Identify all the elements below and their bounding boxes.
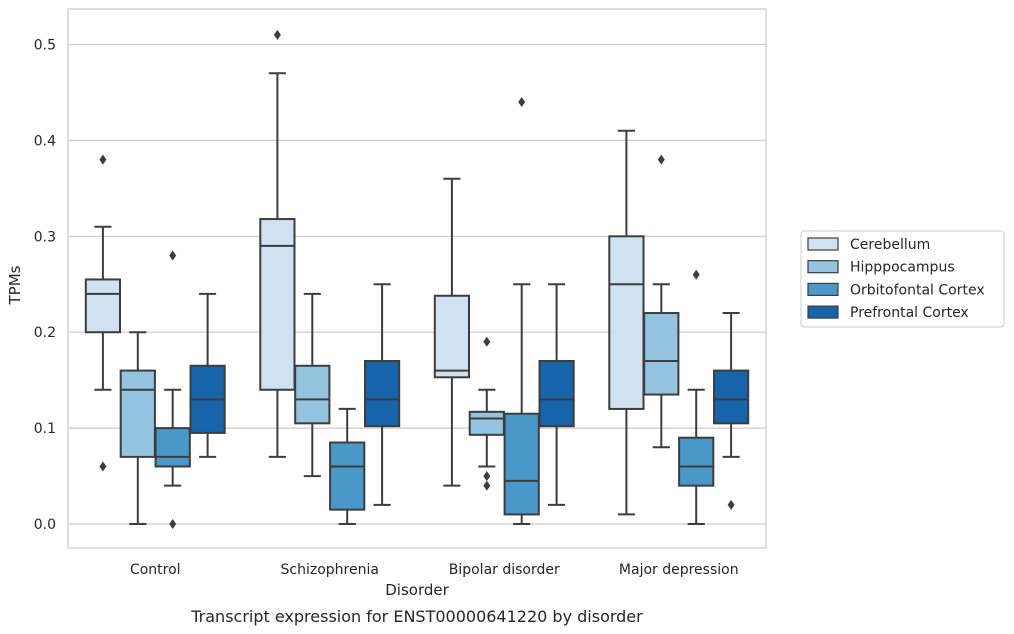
box-hipppocampus <box>643 154 680 449</box>
box-iqr <box>259 218 296 391</box>
legend-label: Cerebellum <box>850 237 930 253</box>
box-hipppocampus <box>294 292 331 478</box>
legend-label: Prefrontal Cortex <box>850 305 969 321</box>
y-tick-label: 0.2 <box>34 325 56 341</box>
box-prefrontal-cortex <box>712 312 750 510</box>
x-tick-label: Control <box>130 562 181 578</box>
legend-frame <box>800 230 1005 328</box>
outlier-point <box>483 480 491 491</box>
box-iqr <box>363 359 401 428</box>
x-tick-label: Schizophrenia <box>281 562 379 578</box>
box-iqr <box>433 294 471 379</box>
y-axis-label: TPMs <box>6 265 24 305</box>
outlier-point <box>99 461 107 472</box>
outlier-point <box>518 97 526 108</box>
box-hipppocampus <box>119 331 156 526</box>
legend: Cerebellum Hipppocampus Orbitofontal Corte… <box>800 230 1005 328</box>
plot-frame <box>67 8 767 549</box>
box-cerebellum <box>259 29 296 458</box>
legend-label: Orbitofontal Cortex <box>850 282 985 298</box>
box-iqr <box>503 412 540 516</box>
box-iqr <box>538 359 575 428</box>
box-orbitofontal-cortex <box>154 250 191 530</box>
x-axis-ticks: Control Schizophrenia Bipolar disorder Majo… <box>130 562 739 578</box>
legend-swatch <box>807 237 839 251</box>
legend-swatch <box>807 260 839 274</box>
box-iqr <box>678 436 715 487</box>
box-iqr <box>608 235 645 410</box>
outlier-point <box>657 154 665 165</box>
outlier-point <box>99 154 107 165</box>
box-cerebellum <box>433 177 471 487</box>
legend-swatch <box>807 282 839 296</box>
x-tick-label: Bipolar disorder <box>449 562 560 578</box>
chart-caption: Transcript expression for ENST0000064122… <box>190 607 643 626</box>
box-iqr <box>84 278 122 334</box>
x-axis-label: Disorder <box>385 581 449 599</box>
outlier-point <box>692 269 700 280</box>
box-hipppocampus <box>468 336 505 491</box>
box-iqr <box>154 427 191 468</box>
box-iqr <box>119 369 156 458</box>
y-tick-label: 0.1 <box>34 421 56 437</box>
y-tick-label: 0.4 <box>34 133 56 149</box>
box-prefrontal-cortex <box>363 283 401 506</box>
box-iqr <box>712 369 750 425</box>
box-iqr <box>294 364 331 425</box>
legend-label: Hipppocampus <box>850 260 955 276</box>
box-plot-area <box>84 29 750 530</box>
outlier-point <box>483 336 491 347</box>
box-prefrontal-cortex <box>538 283 575 506</box>
box-iqr <box>329 441 366 511</box>
box-cerebellum <box>608 129 645 516</box>
outlier-point <box>483 471 491 482</box>
x-tick-label: Major depression <box>619 562 739 578</box>
box-iqr <box>643 312 680 396</box>
box-iqr <box>468 410 505 436</box>
legend-swatch <box>807 305 839 319</box>
y-tick-label: 0.5 <box>34 37 56 53</box>
outlier-point <box>169 519 177 530</box>
box-cerebellum <box>84 154 122 472</box>
outlier-point <box>727 499 735 510</box>
outlier-point <box>273 29 281 40</box>
outlier-point <box>169 250 177 261</box>
y-tick-label: 0.0 <box>34 517 56 533</box>
box-orbitofontal-cortex <box>678 269 715 526</box>
box-orbitofontal-cortex <box>503 97 540 526</box>
y-tick-label: 0.3 <box>34 229 56 245</box>
box-orbitofontal-cortex <box>329 407 366 526</box>
box-prefrontal-cortex <box>189 292 226 458</box>
y-axis-ticks: 0.0 0.1 0.2 0.3 0.4 0.5 <box>34 37 56 533</box>
